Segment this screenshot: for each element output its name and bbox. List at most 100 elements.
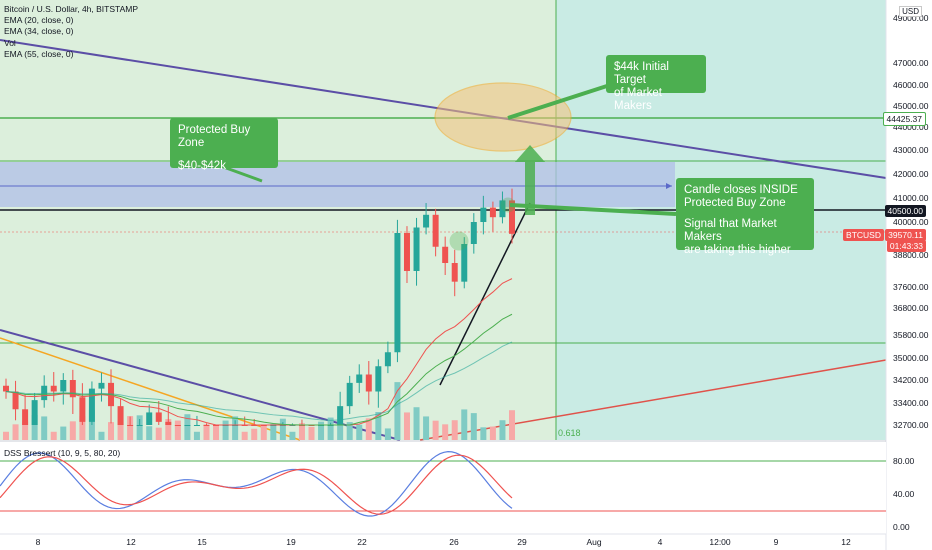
y-tick-label: 38800.00: [893, 250, 929, 260]
x-tick-label: 22: [357, 537, 367, 547]
candle-body: [165, 421, 172, 425]
candle-body: [117, 406, 124, 425]
candle-body: [365, 374, 372, 392]
candle-body: [50, 385, 57, 392]
volume-bar: [22, 421, 29, 440]
vol-legend[interactable]: Vol: [4, 37, 16, 48]
y-tick-label: 49000.00: [893, 13, 929, 23]
up-arrow-icon: [515, 145, 545, 215]
volume-bar: [193, 431, 200, 440]
highlight-circle-1: [449, 231, 469, 251]
volume-bar: [232, 416, 239, 440]
buy-zone-range: $40-$42k: [178, 160, 226, 172]
target-pointer-line: [507, 83, 611, 120]
candle-body: [461, 244, 468, 282]
volume-bar: [308, 426, 315, 440]
volume-bar: [375, 412, 382, 440]
candle-body: [136, 425, 143, 426]
volume-bar: [41, 416, 48, 440]
candle-body: [403, 233, 410, 271]
volume-bar: [136, 415, 143, 440]
ema-20-line: [5, 278, 513, 426]
x-tick-label: 29: [517, 537, 527, 547]
volume-bar: [117, 420, 124, 440]
signal-callout[interactable]: Candle closes INSIDE Protected Buy Zone …: [676, 178, 814, 256]
fib-level-label: 0.618: [558, 428, 581, 438]
y-tick-label: 36800.00: [893, 303, 929, 313]
oscillator-ticks: 80.00 40.00 0.00: [893, 456, 915, 532]
candle-body: [499, 200, 506, 218]
volume-bar: [222, 420, 229, 440]
oscillator-legend[interactable]: DSS Bressert (10, 9, 5, 80, 20): [4, 448, 121, 458]
volume-bar: [489, 426, 496, 440]
volume-bar: [251, 428, 258, 440]
candle-body: [22, 409, 29, 425]
candle-body: [174, 425, 181, 426]
volume-bar: [451, 420, 458, 440]
x-tick-label: 15: [197, 537, 207, 547]
ema34-legend[interactable]: EMA (34, close, 0): [4, 26, 74, 37]
symbol-tag: BTCUSD: [843, 229, 884, 241]
volume-bar: [432, 420, 439, 440]
candle-body: [203, 425, 210, 426]
price-axis: [886, 0, 932, 550]
ema55-legend[interactable]: EMA (55, close, 0): [4, 48, 74, 59]
volume-bar: [60, 426, 67, 440]
y-tick-label: 35000.00: [893, 353, 929, 363]
candle-body: [346, 382, 353, 407]
buy-zone-callout[interactable]: Protected Buy Zone $40-$42k: [170, 118, 278, 172]
symbol-title[interactable]: Bitcoin / U.S. Dollar, 4h, BITSTAMP: [4, 4, 138, 14]
signal-line1: Signal that Market Makers: [684, 218, 777, 243]
ema20-legend[interactable]: EMA (20, close, 0): [4, 15, 74, 26]
target-line2: of Market Makers: [614, 87, 662, 112]
candle-body: [184, 425, 191, 426]
y-tick-label: 46000.00: [893, 80, 929, 90]
volume-bar: [155, 427, 162, 440]
volume-bar: [241, 431, 248, 440]
candle-pointer-line: [509, 203, 677, 216]
volume-bar: [203, 424, 210, 440]
candle-body: [451, 263, 458, 282]
target-callout[interactable]: $44k Initial Target of Market Makers: [606, 55, 706, 112]
buy-zone-title: Protected Buy Zone: [178, 124, 251, 149]
volume-bar: [413, 407, 420, 440]
candle-body: [3, 385, 9, 392]
volume-bar: [146, 426, 153, 440]
volume-bar: [403, 412, 410, 440]
candle-body: [384, 352, 391, 367]
candle-body: [413, 227, 420, 271]
osc-tick-label: 40.00: [893, 489, 915, 499]
candle-body: [509, 200, 515, 234]
candle-line1: Candle closes INSIDE: [684, 184, 798, 196]
currency-label[interactable]: USD: [899, 6, 922, 17]
x-tick-label: 12:00: [709, 537, 731, 547]
countdown-tag: 01:43:33: [886, 240, 926, 252]
volume-bar: [184, 414, 191, 440]
volume-bar: [31, 415, 38, 440]
y-tick-label: 40000.00: [893, 217, 929, 227]
candle-body: [442, 246, 449, 263]
y-tick-label: 45000.00: [893, 101, 929, 111]
resistance-price-tag: 44425.37: [882, 112, 926, 126]
volume-bar: [127, 416, 134, 440]
y-tick-label: 43000.00: [893, 145, 929, 155]
x-tick-label: 19: [286, 537, 296, 547]
volume-bar: [12, 424, 19, 440]
osc-tick-label: 0.00: [893, 522, 910, 532]
volume-bar: [289, 431, 296, 440]
target-ellipse: [434, 82, 572, 152]
volume-bar: [509, 410, 515, 440]
oscillator-pane: [0, 442, 886, 534]
protected-buy-zone-rect: [0, 162, 675, 207]
candle-body: [432, 214, 439, 247]
candle-body: [60, 380, 67, 392]
volume-bar: [298, 423, 305, 440]
y-tick-label: 34200.00: [893, 375, 929, 385]
level-price-tag: 40500.00: [884, 205, 926, 217]
volume-bar: [480, 427, 487, 440]
candle-body: [337, 406, 344, 425]
candle-body: [423, 214, 430, 228]
osc-tick-label: 80.00: [893, 456, 915, 466]
volume-bar: [461, 409, 468, 440]
